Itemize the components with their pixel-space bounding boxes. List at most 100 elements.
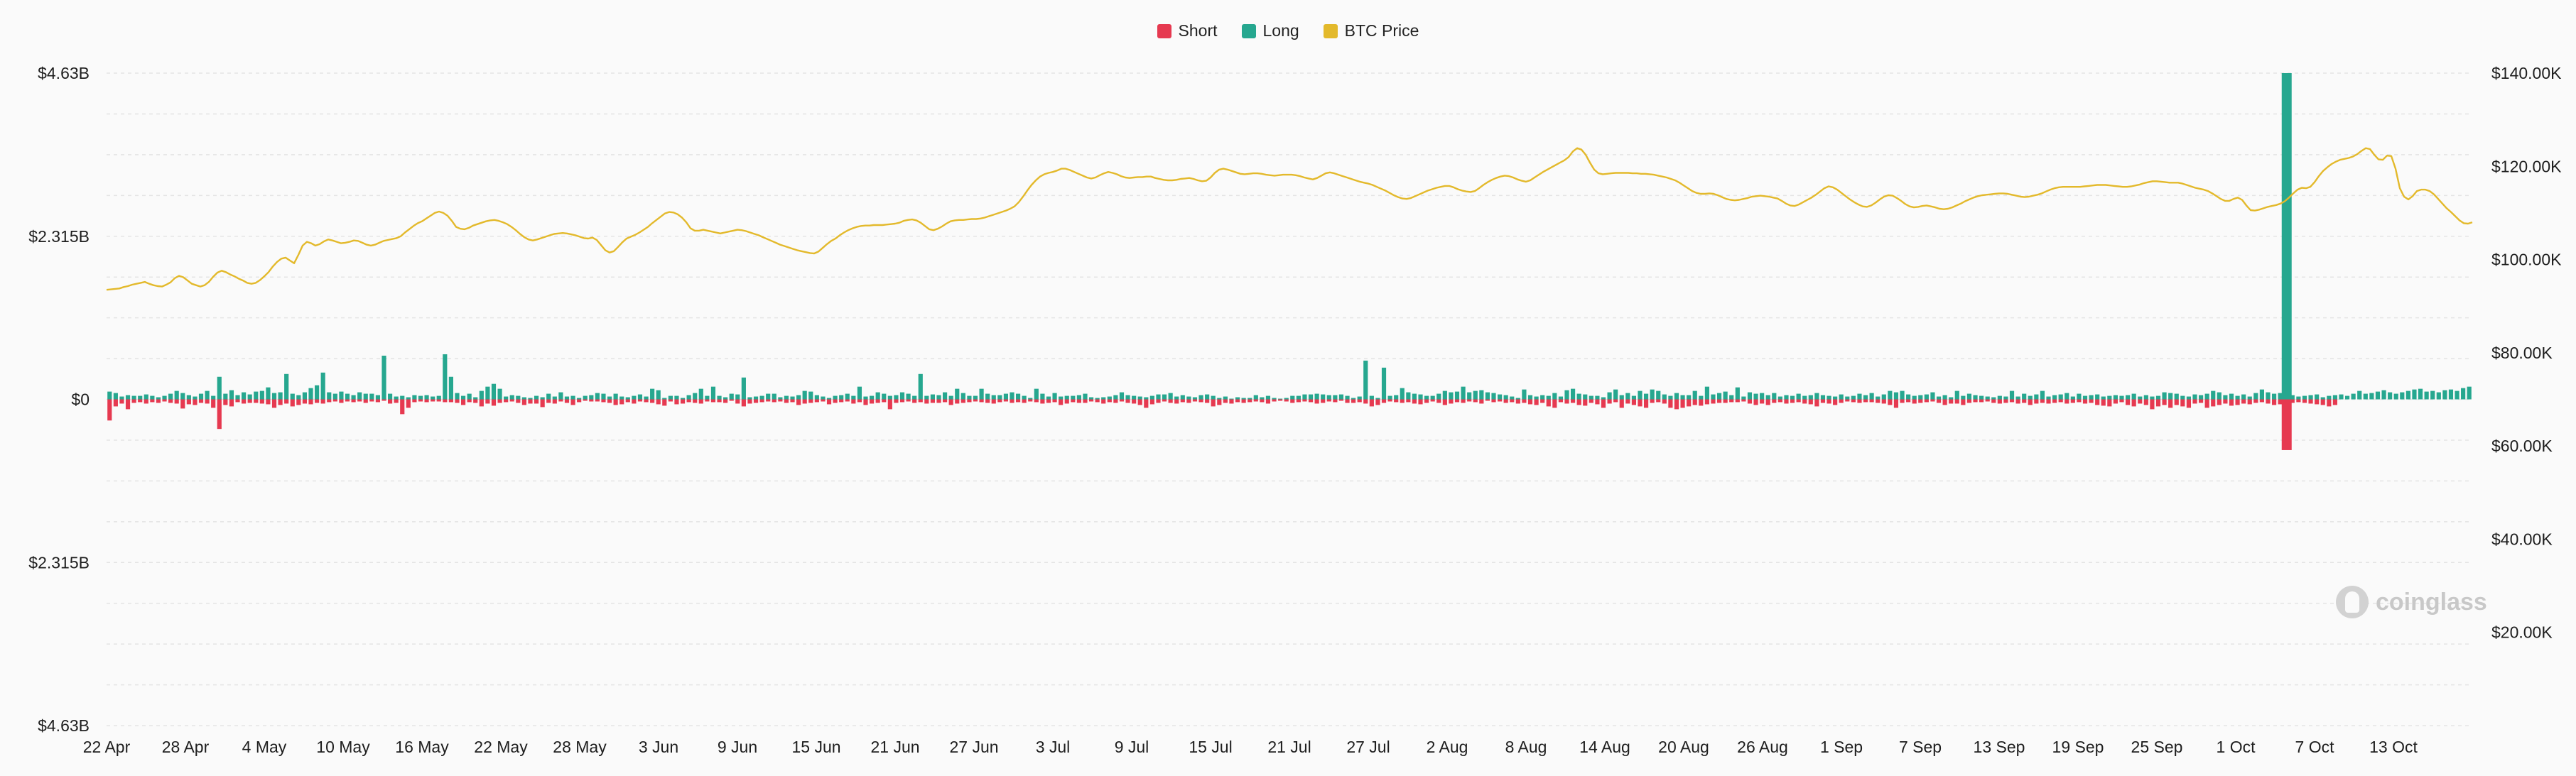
short-bar [1662, 399, 1667, 404]
long-bar [680, 398, 686, 400]
long-bar [2107, 395, 2112, 400]
legend-item-btc-price[interactable]: BTC Price [1323, 21, 1419, 40]
short-bar [833, 399, 838, 403]
long-bar [894, 395, 899, 400]
long-bar [2436, 392, 2441, 400]
long-bar [485, 386, 490, 400]
long-bar [1650, 389, 1655, 400]
short-bar [1704, 399, 1709, 405]
short-bar [1186, 399, 1191, 403]
short-bar [1735, 399, 1740, 403]
short-bar [552, 399, 557, 404]
short-bar [1893, 399, 1899, 408]
short-bar [1985, 399, 1990, 402]
coinglass-watermark: coinglass [2336, 586, 2487, 618]
long-bar [211, 395, 216, 400]
short-bar [412, 399, 417, 403]
long-bar [1942, 395, 1947, 400]
long-bar [1235, 397, 1240, 400]
short-bar [2308, 399, 2313, 404]
short-bar [955, 399, 960, 404]
short-bar [637, 399, 643, 402]
long-bar [2131, 393, 2136, 400]
short-bar [943, 399, 948, 403]
short-bar [1966, 399, 1972, 403]
long-bar [259, 390, 264, 400]
legend-item-long[interactable]: Long [1241, 21, 1299, 40]
short-bar [2296, 399, 2301, 403]
long-bar [125, 395, 131, 400]
short-bar [1010, 399, 1014, 403]
legend-item-short[interactable]: Short [1157, 21, 1218, 40]
short-bar [2089, 399, 2094, 403]
short-bar [747, 399, 752, 404]
long-bar [327, 392, 332, 400]
short-bar [1601, 399, 1606, 408]
long-bar [1796, 393, 1801, 400]
long-bar [1954, 390, 1959, 400]
short-bar [2095, 399, 2100, 405]
long-bar [284, 373, 289, 400]
long-bar [1900, 390, 1905, 400]
long-bar [1265, 395, 1271, 400]
short-bar [1235, 399, 1240, 403]
long-bar [119, 396, 124, 400]
short-bar [1564, 399, 1569, 404]
long-bar [1576, 393, 1581, 400]
long-bar [1747, 392, 1753, 400]
long-bar [979, 388, 984, 400]
long-bar [753, 396, 759, 400]
short-bar [1015, 399, 1021, 403]
short-bar [351, 399, 356, 403]
long-bar [2089, 395, 2094, 400]
short-bar [1424, 399, 1429, 403]
short-bar [1278, 399, 1283, 401]
short-bar [315, 399, 320, 403]
long-bar [1949, 397, 1954, 400]
short-bar [217, 399, 222, 430]
long-bar [156, 397, 161, 400]
short-bar [1930, 399, 1935, 402]
short-bar [1961, 399, 1966, 405]
long-bar [180, 393, 185, 400]
long-bar [1088, 397, 1094, 400]
short-bar [680, 399, 686, 404]
long-bar [772, 393, 776, 400]
short-bar [2143, 399, 2148, 405]
long-bar [2217, 392, 2221, 400]
long-bar [168, 393, 173, 400]
long-bar [1357, 396, 1362, 400]
long-bar [1034, 388, 1039, 400]
short-bar [2150, 399, 2155, 410]
short-bar [1765, 399, 1770, 405]
short-bar [821, 399, 826, 402]
long-bar [1808, 395, 1813, 400]
short-bar [693, 399, 698, 403]
long-bar [705, 395, 710, 400]
long-bar [955, 388, 960, 400]
short-bar [790, 399, 795, 403]
long-bar [271, 393, 277, 400]
x-axis-tick-label: 3 Jul [1036, 738, 1071, 756]
short-bar [1467, 399, 1472, 402]
short-bar [1412, 399, 1417, 404]
short-bar [2186, 399, 2192, 408]
short-bar [2204, 399, 2209, 408]
short-bar [509, 399, 514, 402]
long-bar [1461, 386, 1466, 400]
short-bar [1296, 399, 1301, 403]
short-bar [1442, 399, 1447, 405]
long-bar [1333, 395, 1338, 400]
short-bar [882, 399, 887, 403]
long-bar [1777, 396, 1782, 400]
long-bar [2296, 396, 2301, 400]
short-bar [1900, 399, 1905, 403]
long-bar [1833, 396, 1838, 400]
short-bar [193, 399, 197, 405]
short-bar [1375, 399, 1380, 405]
short-bar [1162, 399, 1167, 402]
long-bar [369, 393, 374, 400]
short-bar [2253, 399, 2258, 403]
short-bar [784, 399, 789, 403]
